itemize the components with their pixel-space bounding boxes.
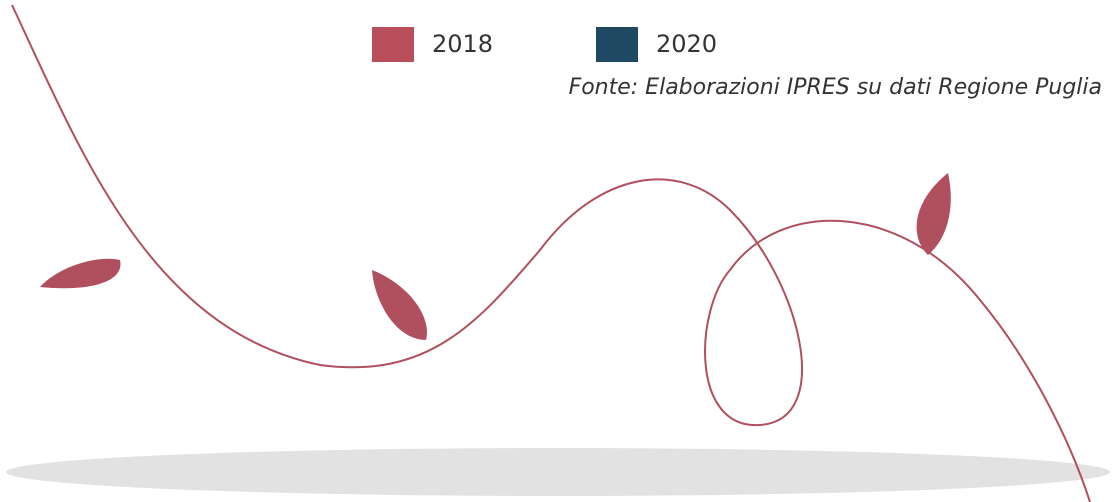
leaf (916, 173, 951, 255)
leaf (40, 258, 121, 289)
shadow (6, 448, 1110, 496)
legend-swatch (372, 27, 414, 62)
legend-swatch (596, 27, 638, 62)
legend: 2018 2020 (372, 27, 717, 62)
legend-label: 2020 (656, 30, 717, 58)
legend-label: 2018 (432, 30, 493, 58)
leaf (372, 270, 427, 340)
source-note: Fonte: Elaborazioni IPRES su dati Region… (569, 75, 1102, 100)
